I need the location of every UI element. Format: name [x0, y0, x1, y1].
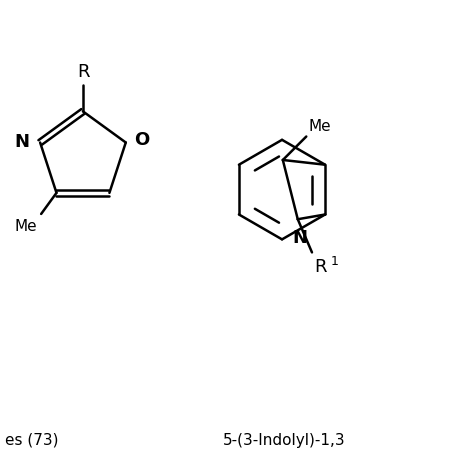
Text: Me: Me: [15, 219, 37, 234]
Text: Me: Me: [309, 119, 331, 134]
Text: R: R: [78, 63, 90, 81]
Text: O: O: [134, 131, 150, 149]
Text: es (73): es (73): [5, 433, 58, 448]
Text: N: N: [292, 229, 308, 246]
Text: R: R: [314, 258, 327, 276]
Text: N: N: [15, 133, 30, 151]
Text: 1: 1: [331, 255, 339, 268]
Text: 5-(3-Indolyl)-1,3: 5-(3-Indolyl)-1,3: [223, 433, 346, 448]
